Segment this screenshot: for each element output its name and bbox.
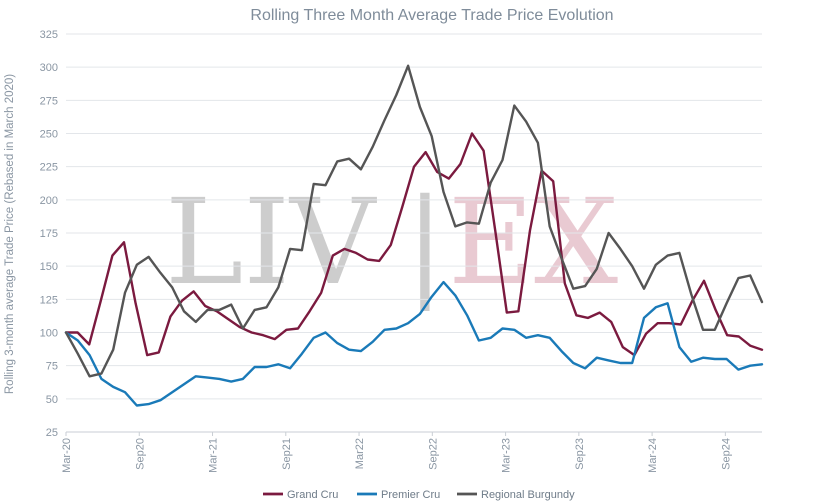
x-tick-label: Mar22 [354, 438, 366, 469]
legend-label: Regional Burgundy [481, 489, 575, 501]
x-tick-label: Mar-24 [647, 438, 659, 473]
watermark: LIV | EX [165, 173, 618, 311]
y-axis: 25 50 75 100 125 150 175 200 225 250 275 300 325 [40, 29, 58, 439]
series-line-grand-cru [64, 132, 764, 357]
y-axis-label: Rolling 3-month average Trade Price (Reb… [4, 74, 16, 394]
legend-label: Premier Cru [381, 489, 440, 501]
grid-lines [66, 33, 762, 433]
x-tick-label: Sep22 [427, 438, 439, 470]
x-tick-label: Mar-23 [501, 438, 513, 473]
chart-title: Rolling Three Month Average Trade Price … [250, 7, 613, 24]
x-tick-label: Sep21 [281, 438, 293, 470]
y-tick-label: 325 [40, 29, 58, 41]
y-tick-label: 125 [40, 294, 58, 306]
y-tick-label: 50 [46, 394, 58, 406]
y-tick-label: 250 [40, 129, 58, 141]
y-tick-label: 275 [40, 95, 58, 107]
x-axis: Mar-20 Sep20 Mar-21 Sep21 Mar22 Sep22 Mar-23 Se… [61, 431, 762, 473]
y-tick-label: 200 [40, 195, 58, 207]
x-tick-label: Mar-20 [61, 438, 73, 473]
y-tick-label: 300 [40, 62, 58, 74]
y-tick-label: 225 [40, 162, 58, 174]
series-line-premier-cru [64, 280, 764, 407]
watermark-separator: | [405, 173, 445, 311]
x-tick-label: Sep23 [574, 438, 586, 470]
y-tick-label: 100 [40, 328, 58, 340]
series-line-regional-burgundy [64, 64, 764, 378]
y-tick-label: 75 [46, 361, 58, 373]
legend-label: Grand Cru [287, 489, 338, 501]
x-tick-label: Sep24 [720, 438, 732, 470]
y-tick-label: 25 [46, 427, 58, 439]
y-tick-label: 175 [40, 228, 58, 240]
y-tick-label: 150 [40, 261, 58, 273]
x-tick-label: Mar-21 [208, 438, 220, 473]
x-tick-label: Sep20 [134, 438, 146, 470]
series-lines [64, 64, 764, 407]
watermark-text-right: EX [448, 173, 618, 311]
legend: Grand Cru Premier Cru Regional Burgundy [263, 489, 575, 501]
watermark-text-left: LIV [165, 173, 377, 311]
